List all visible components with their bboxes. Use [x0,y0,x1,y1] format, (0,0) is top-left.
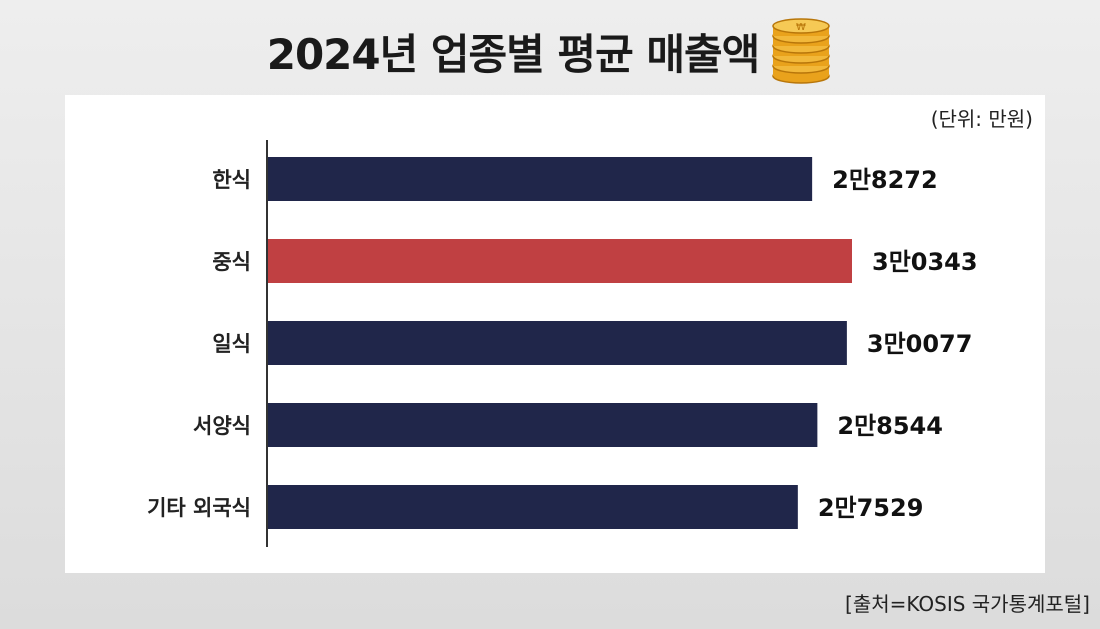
bar-0 [268,157,813,201]
title-area: 2024년 업종별 평균 매출액 ₩ [0,16,1100,86]
chart-panel: (단위: 만원) 한식 2만8272 중식 3만0343 일식 3만0077 서양식 2만85… [65,95,1045,573]
category-label-0: 한식 [212,168,251,192]
bar-3 [268,403,818,447]
chart-title: 2024년 업종별 평균 매출액 [266,29,761,79]
bar-chart: 한식 2만8272 중식 3만0343 일식 3만0077 서양식 2만8544 기타 외국식 2… [147,140,978,547]
svg-text:₩: ₩ [796,22,806,33]
value-label-1: 3만0343 [872,248,978,276]
category-label-3: 서양식 [193,414,251,438]
bar-2 [268,321,847,365]
value-label-0: 2만8272 [832,166,938,194]
category-label-4: 기타 외국식 [147,496,251,520]
category-label-2: 일식 [212,332,251,356]
unit-label: (단위: 만원) [930,107,1033,131]
value-label-2: 3만0077 [867,330,973,358]
bar-4 [268,485,798,529]
source-label: [출처=KOSIS 국가통계포털] [845,592,1090,616]
coin-stack-icon: ₩ [772,18,831,84]
category-label-1: 중식 [212,250,251,274]
value-label-3: 2만8544 [837,412,943,440]
bar-1 [268,239,852,283]
value-label-4: 2만7529 [818,494,924,522]
